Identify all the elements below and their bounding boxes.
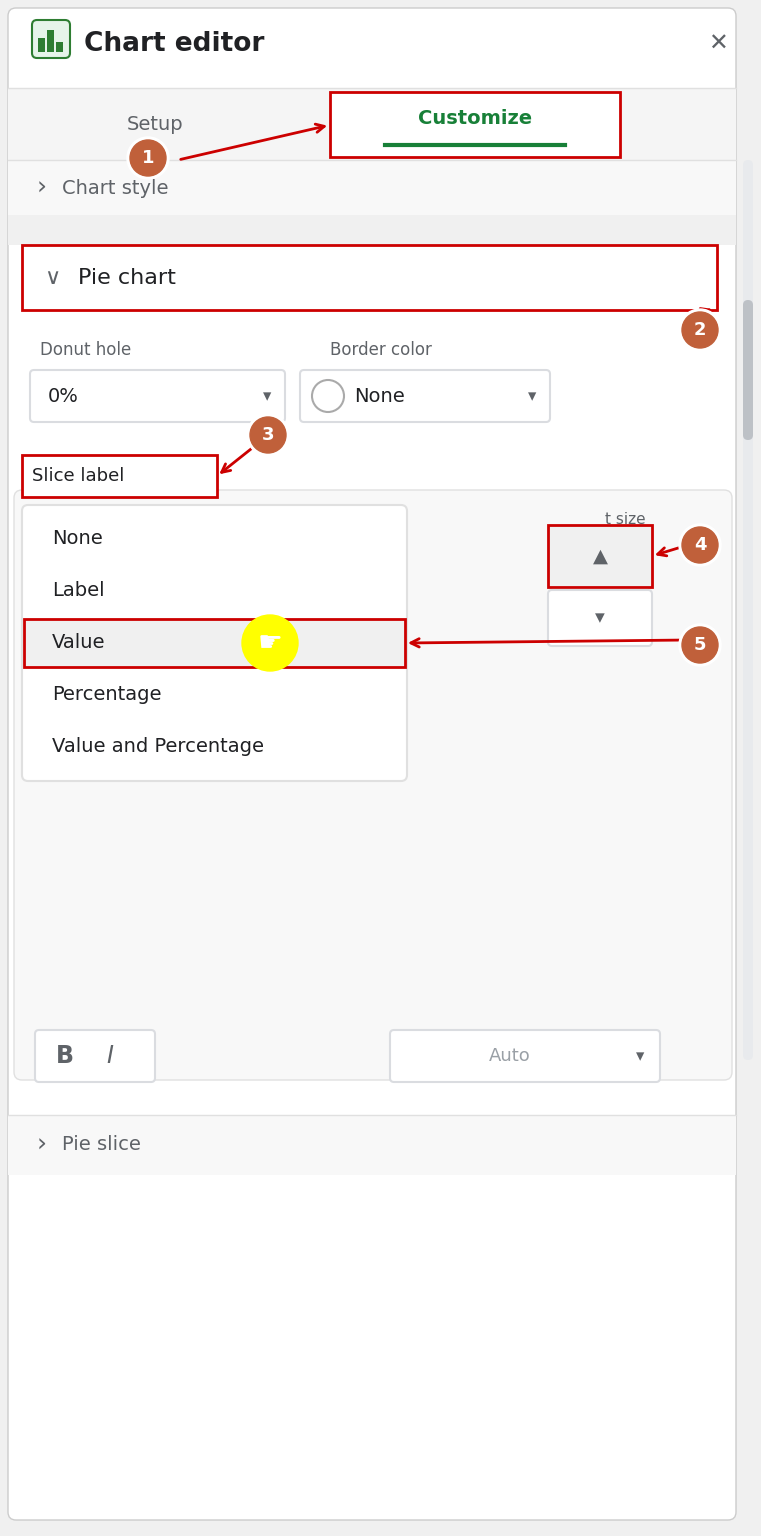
- Text: ▾: ▾: [635, 1048, 645, 1064]
- Bar: [8, 1115, 736, 1175]
- Text: ▾: ▾: [595, 608, 605, 628]
- Bar: [8, 215, 736, 246]
- Circle shape: [682, 627, 718, 664]
- Text: 2: 2: [694, 321, 706, 339]
- Text: t size: t size: [605, 511, 645, 527]
- Bar: [548, 525, 652, 587]
- FancyBboxPatch shape: [32, 20, 70, 58]
- Text: ✕: ✕: [708, 32, 728, 55]
- Circle shape: [679, 309, 721, 352]
- Text: ▲: ▲: [593, 547, 607, 565]
- Text: Auto: Auto: [489, 1048, 531, 1064]
- Text: 4: 4: [694, 536, 706, 554]
- Text: I: I: [107, 1044, 113, 1068]
- Text: Chart style: Chart style: [62, 178, 168, 198]
- FancyBboxPatch shape: [743, 300, 753, 439]
- FancyBboxPatch shape: [390, 1031, 660, 1081]
- Text: 0%: 0%: [48, 387, 79, 406]
- FancyBboxPatch shape: [22, 505, 407, 780]
- Bar: [22, 455, 217, 498]
- Bar: [8, 160, 736, 215]
- Text: None: None: [52, 530, 103, 548]
- Text: Label: Label: [52, 582, 104, 601]
- Circle shape: [247, 415, 289, 456]
- FancyBboxPatch shape: [548, 590, 652, 647]
- Bar: [24, 619, 405, 667]
- Text: Donut hole: Donut hole: [40, 341, 131, 359]
- Circle shape: [127, 137, 169, 180]
- Text: Percentage: Percentage: [52, 685, 161, 705]
- FancyBboxPatch shape: [300, 370, 550, 422]
- Text: Border color: Border color: [330, 341, 432, 359]
- Bar: [22, 246, 717, 310]
- Text: B: B: [56, 1044, 74, 1068]
- FancyBboxPatch shape: [14, 490, 732, 1080]
- FancyBboxPatch shape: [30, 370, 285, 422]
- Text: Value and Percentage: Value and Percentage: [52, 737, 264, 757]
- Text: ›: ›: [37, 1134, 47, 1157]
- Text: ▾: ▾: [263, 387, 271, 406]
- Circle shape: [679, 624, 721, 667]
- Text: ›: ›: [37, 177, 47, 200]
- Text: 3: 3: [262, 425, 274, 444]
- Bar: [47, 31, 54, 52]
- Text: ∨: ∨: [44, 267, 60, 287]
- Circle shape: [250, 416, 286, 453]
- Circle shape: [242, 614, 298, 671]
- Text: Pie slice: Pie slice: [62, 1135, 141, 1155]
- FancyBboxPatch shape: [35, 1031, 155, 1081]
- Text: 5: 5: [694, 636, 706, 654]
- Text: Value: Value: [52, 633, 106, 653]
- Text: Setup: Setup: [126, 115, 183, 135]
- Circle shape: [682, 527, 718, 564]
- Circle shape: [312, 379, 344, 412]
- Text: Chart editor: Chart editor: [84, 31, 264, 57]
- Text: ☛: ☛: [257, 630, 282, 657]
- Bar: [38, 38, 45, 52]
- Text: ▾: ▾: [528, 387, 537, 406]
- Circle shape: [679, 524, 721, 565]
- Bar: [330, 92, 620, 157]
- Bar: [8, 88, 736, 160]
- Text: Customize: Customize: [418, 109, 532, 127]
- Circle shape: [682, 312, 718, 349]
- Bar: [56, 41, 63, 52]
- Text: 1: 1: [142, 149, 154, 167]
- Text: None: None: [354, 387, 405, 406]
- Text: Pie chart: Pie chart: [78, 267, 176, 287]
- Text: Slice label: Slice label: [32, 467, 124, 485]
- FancyBboxPatch shape: [743, 160, 753, 1060]
- Circle shape: [130, 140, 166, 177]
- FancyBboxPatch shape: [8, 8, 736, 1521]
